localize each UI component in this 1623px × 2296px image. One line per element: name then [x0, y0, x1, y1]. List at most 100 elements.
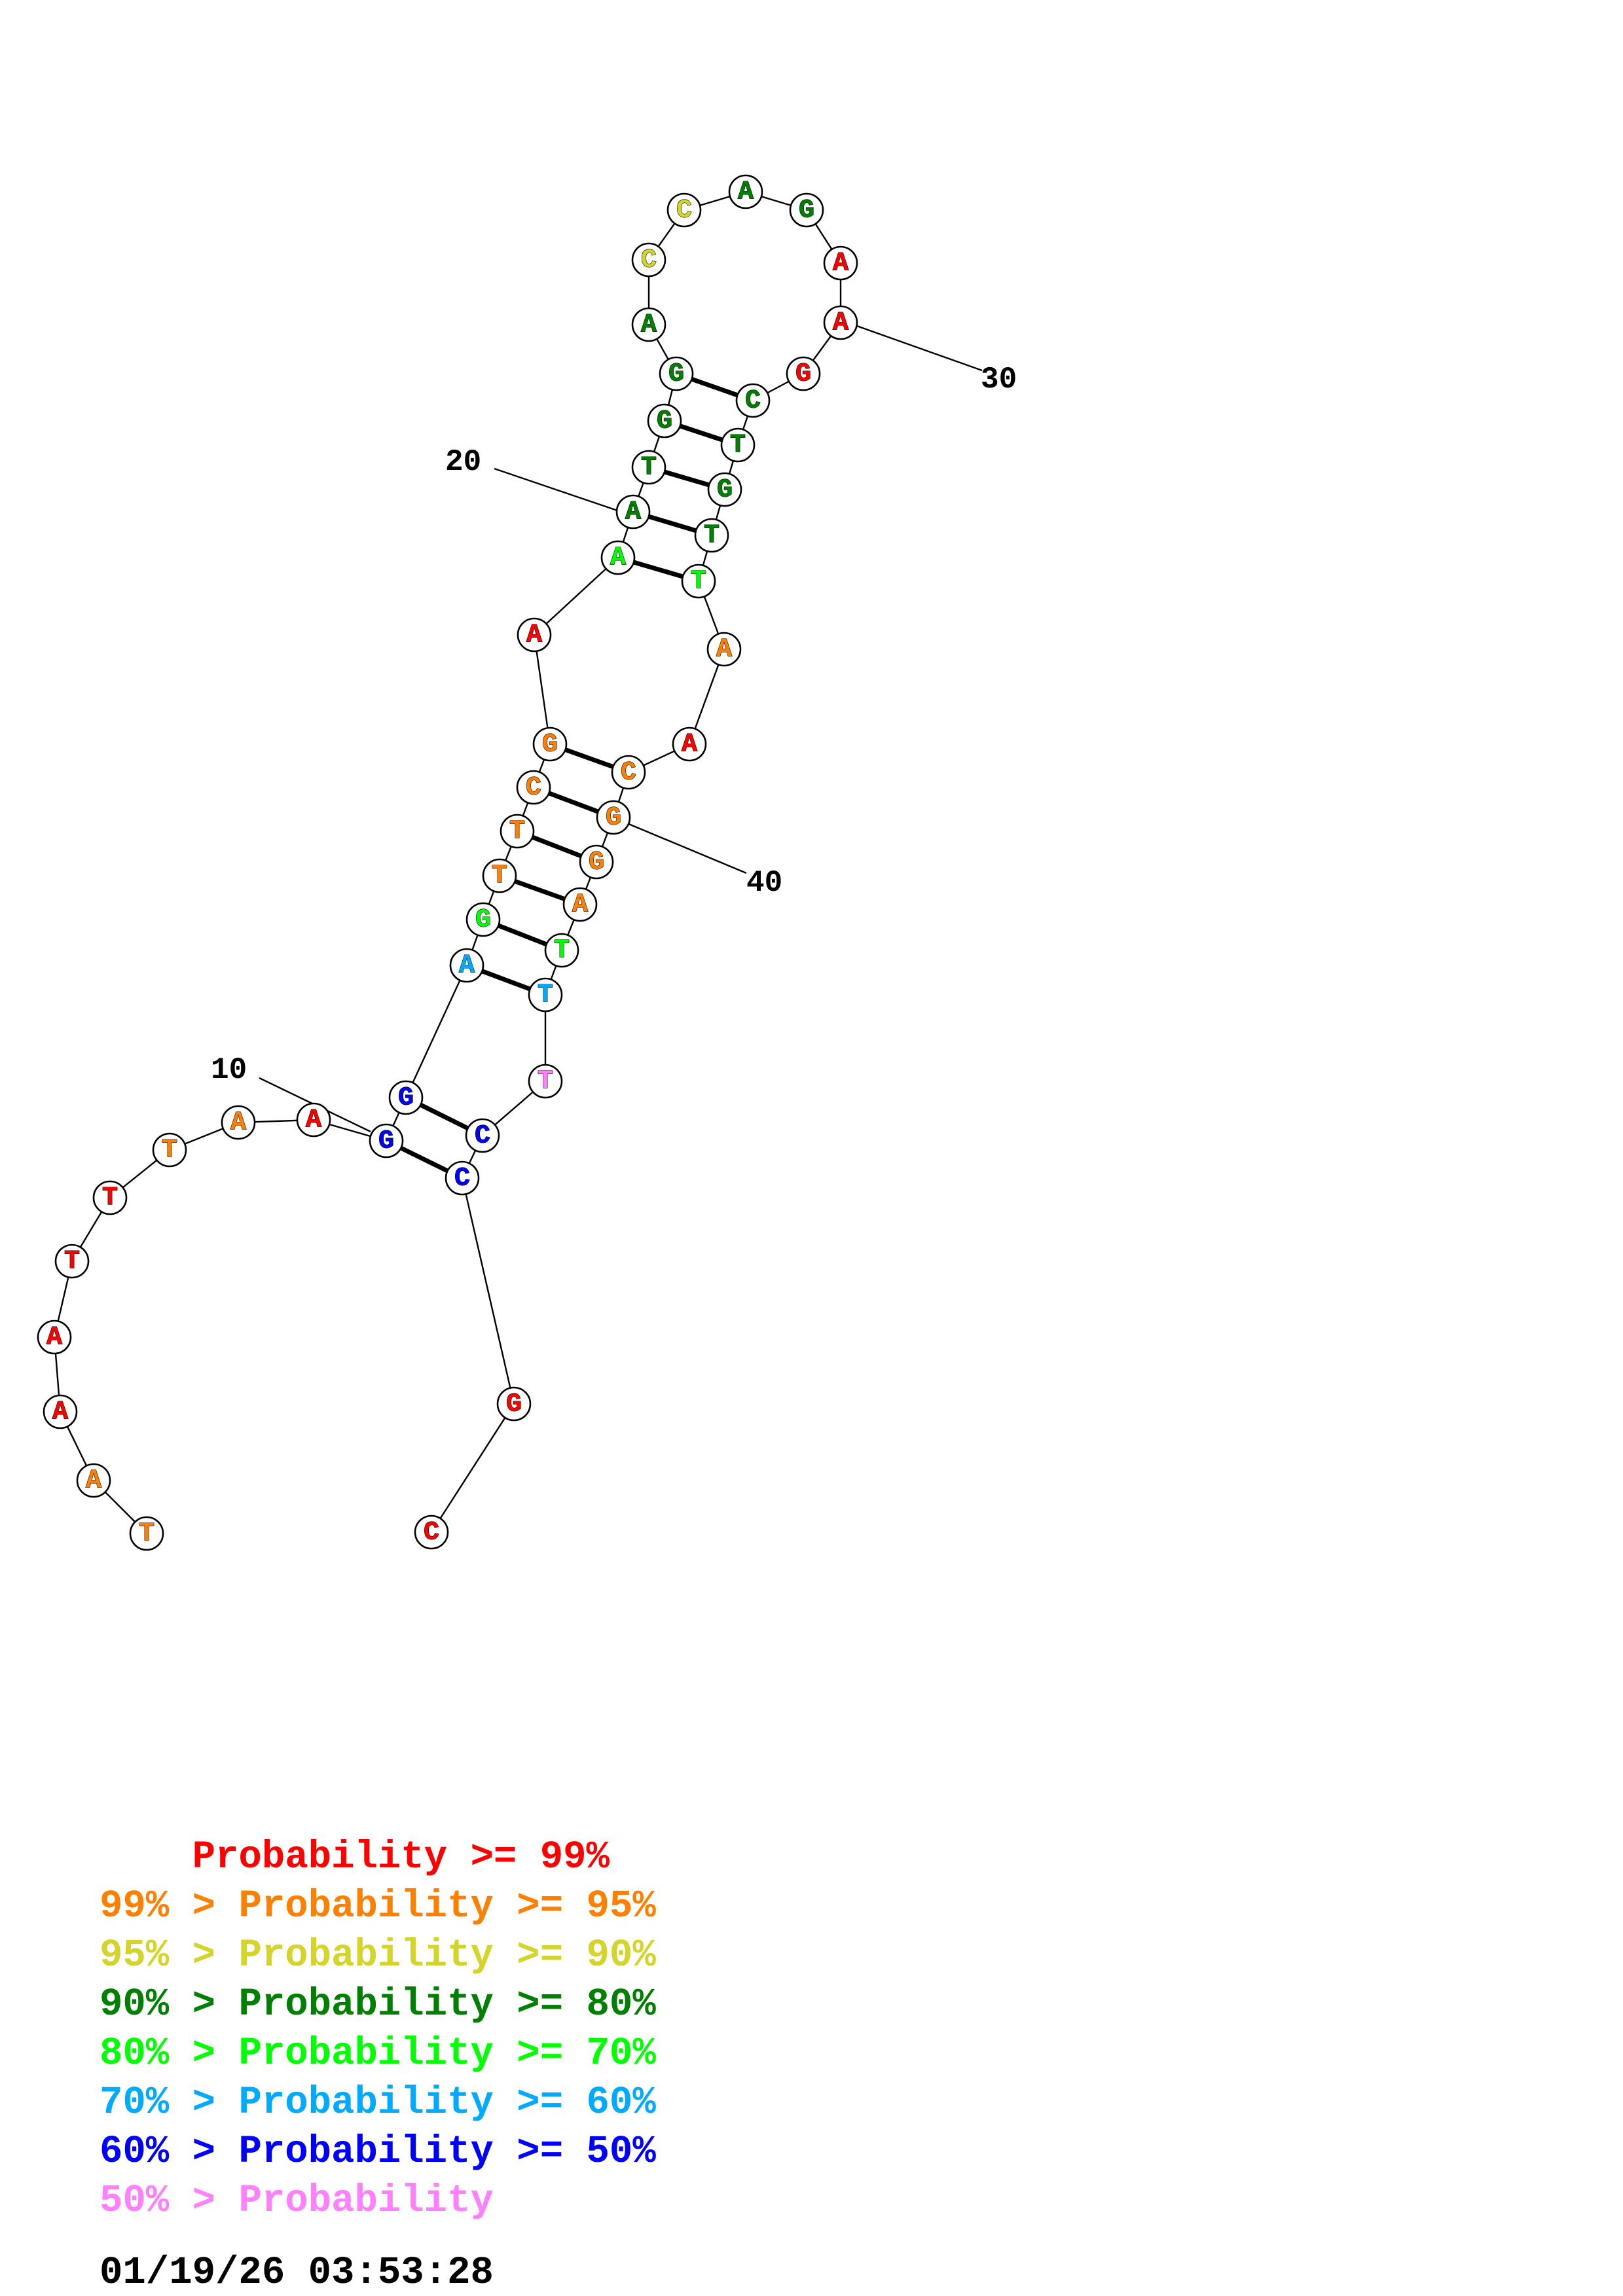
nucleotide-circle [672, 726, 707, 762]
nucleotide-base: T [554, 937, 570, 966]
legend-label: Probability >= 60% [238, 2081, 656, 2125]
nucleotide-circle [579, 844, 614, 880]
nucleotide-circle [129, 1516, 164, 1551]
nucleotide: G [647, 403, 682, 439]
nucleotide-circle [76, 1463, 111, 1498]
nucleotide: G [789, 192, 824, 228]
nucleotide-circle [369, 1123, 404, 1158]
nucleotide: C [611, 755, 646, 790]
nucleotide-base: A [306, 1106, 321, 1136]
nucleotide-circle [43, 1394, 78, 1429]
nucleotide-base: A [833, 309, 848, 338]
nucleotide-base: G [506, 1390, 522, 1420]
nucleotide: C [631, 242, 666, 278]
legend-label: Probability >= 70% [238, 2032, 656, 2075]
legend-label: Probability >= 99% [192, 1835, 610, 1879]
nucleotide: T [129, 1516, 164, 1551]
nucleotide-base: C [745, 387, 761, 416]
nucleotide: C [465, 1118, 500, 1153]
nucleotide-circle [414, 1515, 449, 1550]
nucleotide: T [681, 564, 716, 599]
nucleotide: A [449, 948, 484, 983]
nucleotide-base: G [799, 196, 814, 226]
legend-row: 60% > Probability >= 50% [100, 2132, 656, 2171]
nucleotide-circle [706, 632, 742, 667]
nucleotide: A [823, 305, 858, 340]
nucleotide: G [659, 356, 694, 391]
nucleotide-circle [445, 1160, 480, 1196]
legend-prefix: 60% > [100, 2130, 239, 2174]
nucleotide-circle [823, 305, 858, 340]
legend-row: 95% > Probability >= 90% [100, 1936, 656, 1975]
nucleotide-circle [666, 192, 702, 228]
nucleotide-circle [596, 800, 631, 835]
nucleotide-circle [532, 726, 568, 762]
nucleotide-circle [152, 1132, 187, 1168]
nucleotide-base: G [542, 730, 558, 760]
nucleotide: G [786, 356, 821, 391]
nucleotide-circle [449, 948, 484, 983]
nucleotide-base: T [492, 862, 507, 891]
nucleotide-base: G [717, 476, 733, 505]
nucleotide: G [388, 1080, 424, 1115]
nucleotide: G [707, 472, 742, 507]
nucleotide-circle [465, 902, 501, 937]
nucleotide-circle [694, 518, 729, 553]
nucleotide-base: A [52, 1398, 68, 1427]
position-ticks: 10 20 30 40 [211, 324, 1017, 1133]
nucleotide-circle [482, 858, 517, 893]
nucleotide-base: A [459, 952, 475, 981]
nucleotide: G [596, 800, 631, 835]
nucleotide-base: A [572, 891, 588, 920]
nucleotide: A [728, 174, 763, 209]
nucleotide: T [694, 518, 729, 553]
nucleotide-circle [37, 1319, 72, 1355]
nucleotide-circle [728, 174, 763, 209]
position-tick-label: 20 [445, 445, 481, 479]
nucleotide: T [482, 858, 517, 893]
legend-label: Probability >= 95% [238, 1884, 656, 1928]
nucleotide-base: T [64, 1247, 80, 1277]
nucleotide-base: T [538, 981, 553, 1011]
nucleotide-circle [517, 617, 552, 653]
nucleotide-base: A [86, 1467, 101, 1496]
nucleotide: T [152, 1132, 187, 1168]
backbone-link [430, 1403, 515, 1533]
nucleotide-base: A [716, 636, 732, 665]
nucleotide: G [579, 844, 614, 880]
nucleotide-base: A [625, 498, 641, 528]
nucleotide-base: T [704, 522, 720, 551]
nucleotide: C [445, 1160, 480, 1196]
legend-row: 70% > Probability >= 60% [100, 2083, 656, 2122]
nucleotide: T [528, 977, 563, 1013]
nucleotide-circle [735, 383, 771, 418]
legend-label: Probability [238, 2179, 494, 2223]
nucleotide-base: T [162, 1136, 177, 1166]
nucleotide-base: C [424, 1518, 439, 1548]
nucleotide-base: T [538, 1067, 553, 1097]
nucleotide-base: C [526, 774, 541, 803]
nucleotide-circle [528, 1064, 563, 1099]
nucleotide: T [720, 427, 756, 463]
legend-prefix: 95% > [100, 1933, 239, 1977]
nucleotide-base: G [378, 1127, 394, 1157]
nucleotide: A [37, 1319, 72, 1355]
nucleotide: A [562, 887, 598, 922]
nucleotide-circle [388, 1080, 424, 1115]
nucleotide: A [706, 632, 742, 667]
nucleotide: C [414, 1515, 449, 1550]
nucleotide-base: G [795, 360, 811, 389]
nucleotide-circle [221, 1105, 256, 1140]
nucleotide: A [43, 1394, 78, 1429]
nucleotide: A [672, 726, 707, 762]
nucleotide: T [92, 1180, 128, 1215]
nucleotide-base: T [102, 1184, 118, 1213]
nucleotide: T [631, 450, 666, 485]
nucleotide-circle [631, 242, 666, 278]
nucleotide-base: A [526, 621, 542, 651]
nucleotide-base: G [668, 360, 684, 389]
legend-prefix: 70% > [100, 2081, 239, 2125]
legend-row: 80% > Probability >= 70% [100, 2034, 656, 2073]
